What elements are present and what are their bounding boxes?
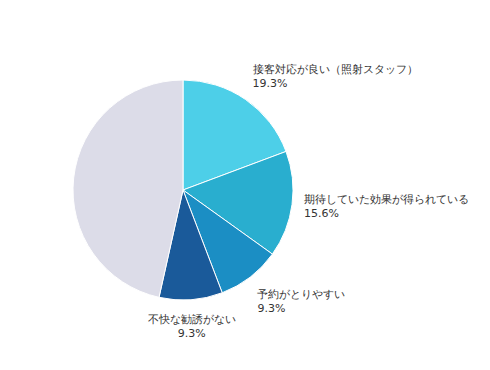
svg-text:予約がとりやすい9.3%: 予約がとりやすい9.3%	[257, 288, 345, 315]
svg-text:不快な勧誘がない9.3%: 不快な勧誘がない9.3%	[148, 313, 236, 340]
svg-text:接客対応が良い（照射スタッフ）19.3%: 接客対応が良い（照射スタッフ）19.3%	[253, 63, 418, 90]
svg-text:期待していた効果が得られている15.6%: 期待していた効果が得られている15.6%	[304, 193, 469, 220]
